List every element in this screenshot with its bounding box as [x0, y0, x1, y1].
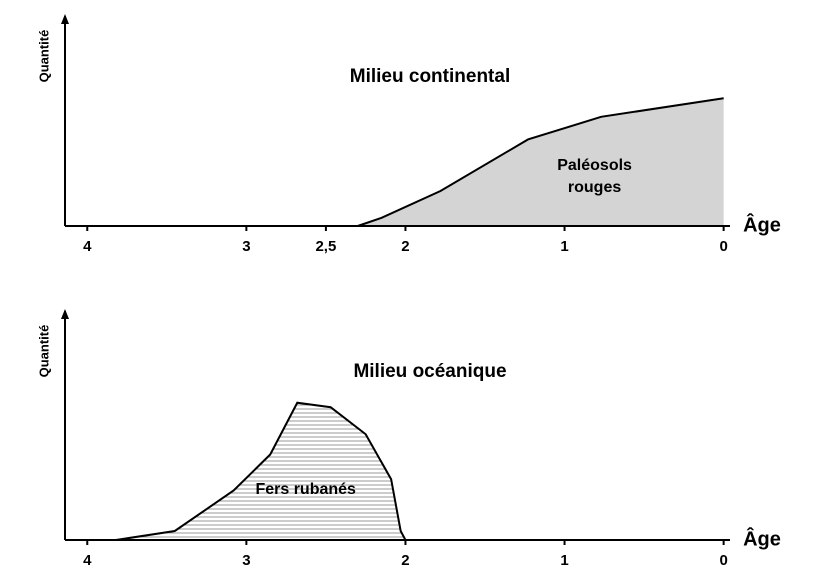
- y-axis-arrow: [61, 309, 69, 319]
- x-axis-label: Âge: [743, 212, 781, 236]
- x-tick-label: 0: [719, 552, 727, 569]
- area-line: [357, 97, 724, 227]
- x-tick-label: 1: [560, 552, 568, 569]
- x-tick-label: 3: [242, 552, 250, 569]
- chart-title: Milieu continental: [350, 66, 510, 87]
- annotation: Fers rubanés: [255, 481, 356, 498]
- annotation: rouges: [568, 179, 621, 196]
- x-tick-label: 2: [401, 238, 409, 255]
- x-tick-label: 4: [83, 238, 92, 255]
- area: [357, 98, 724, 226]
- x-tick-label: 0: [719, 238, 727, 255]
- y-axis-label: Quantité: [36, 325, 51, 378]
- area-line: [115, 401, 407, 541]
- x-tick-label: 1: [560, 238, 568, 255]
- x-tick-label: 2: [401, 552, 409, 569]
- x-axis-label: Âge: [743, 526, 781, 550]
- area: [115, 402, 406, 540]
- y-axis-arrow: [61, 14, 69, 24]
- x-tick-label: 3: [242, 238, 250, 255]
- x-tick-label: 2,5: [315, 238, 336, 255]
- chart-title: Milieu océanique: [353, 361, 506, 382]
- y-axis-label: Quantité: [36, 30, 51, 83]
- x-tick-label: 4: [83, 552, 92, 569]
- annotation: Paléosols: [557, 157, 632, 174]
